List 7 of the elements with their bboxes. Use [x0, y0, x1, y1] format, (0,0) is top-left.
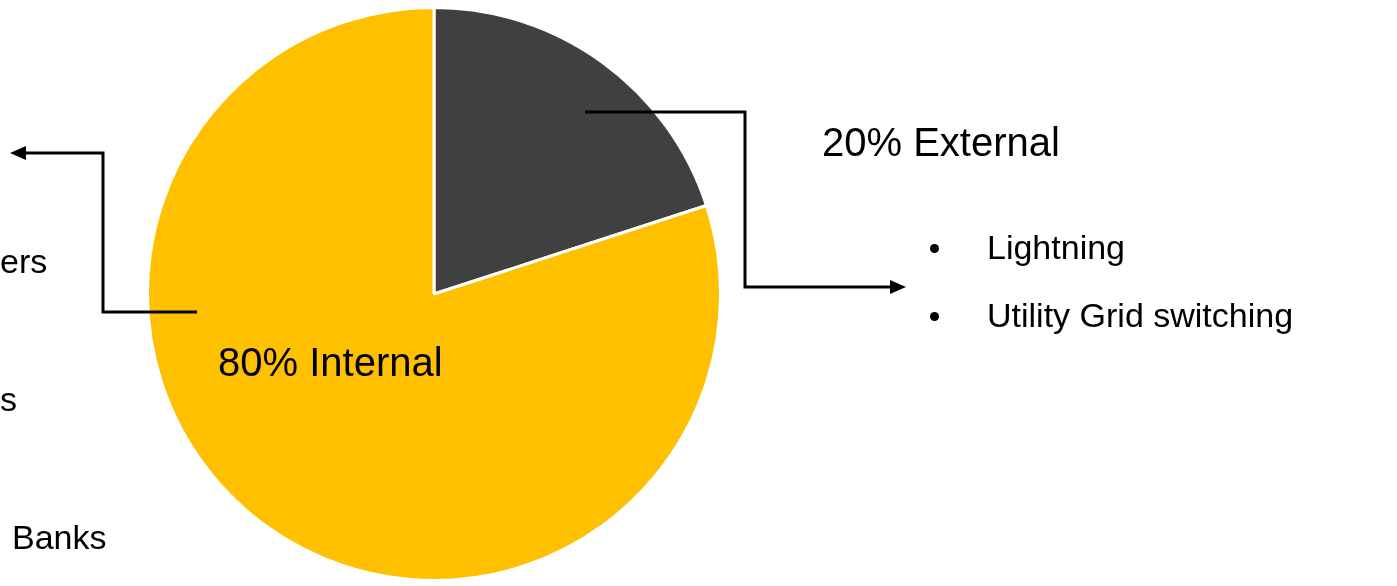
text: Lightning — [987, 228, 1126, 266]
text: Banks — [12, 518, 107, 556]
text: s — [0, 380, 17, 418]
slice-label: 80% Internal — [218, 340, 443, 384]
slice-label: 20% External — [822, 120, 1060, 164]
text: Utility Grid switching — [987, 296, 1294, 334]
text: ers — [0, 242, 48, 280]
